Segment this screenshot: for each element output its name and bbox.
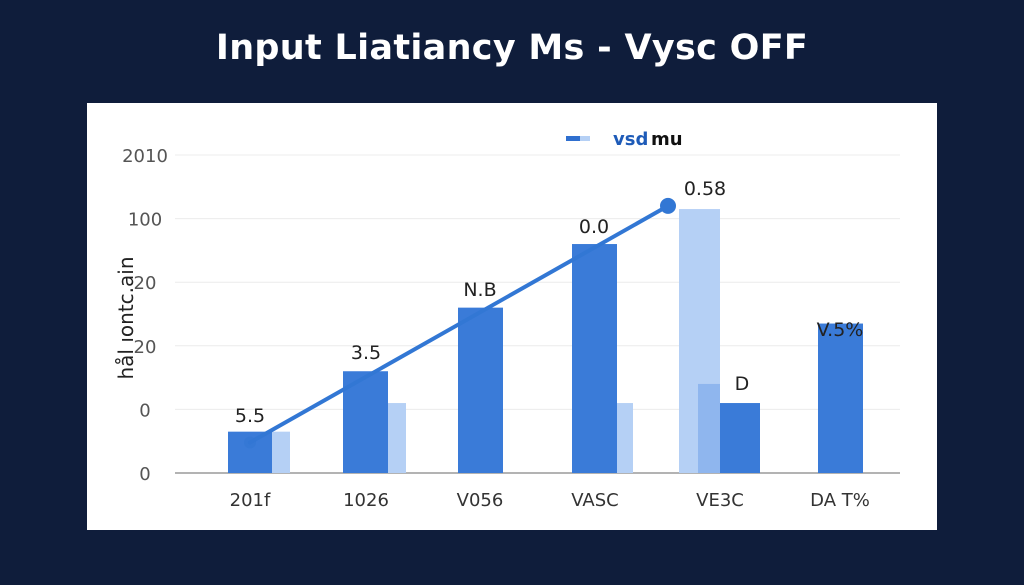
data-label: V.5% bbox=[817, 319, 864, 341]
x-tick-label: VASC bbox=[571, 490, 618, 511]
x-tick-label: VE3C bbox=[696, 490, 744, 511]
chart-title: Input Liatiancy Ms - Vysc OFF bbox=[215, 28, 809, 68]
bar-dat-series0 bbox=[818, 323, 863, 473]
bar-vasc-series1 bbox=[617, 403, 633, 473]
y-tick-label: 0 bbox=[139, 464, 150, 485]
bar-ve3c-series0 bbox=[720, 403, 760, 473]
data-label: 3.5 bbox=[351, 342, 381, 364]
legend-swatch-light bbox=[580, 136, 590, 141]
legend-label-part2: mu bbox=[651, 129, 683, 150]
data-label: 5.5 bbox=[235, 405, 265, 427]
y-axis-label: hål ıontc.ain bbox=[114, 257, 138, 380]
legend-swatch-dark bbox=[566, 136, 580, 141]
bar-201f-series1 bbox=[272, 431, 290, 473]
trend-line-start-point bbox=[244, 436, 256, 449]
y-tick-label: 100 bbox=[128, 210, 162, 231]
legend-label-part1: vsd bbox=[613, 129, 648, 150]
data-label: 0.0 bbox=[579, 216, 609, 238]
bar-vasc-series0 bbox=[572, 244, 617, 473]
bar-ve3c-series2 bbox=[698, 383, 720, 473]
y-tick-label: 20 bbox=[134, 337, 157, 358]
x-tick-label: 1026 bbox=[343, 490, 389, 511]
trend-line-end-point bbox=[660, 197, 676, 214]
x-tick-label: V056 bbox=[457, 490, 504, 511]
y-tick-label: 20 bbox=[134, 273, 157, 294]
bar-1026-series1 bbox=[388, 403, 406, 473]
bar-1026-series0 bbox=[343, 371, 388, 473]
y-tick-label: 2010 bbox=[122, 146, 168, 167]
data-label: N.B bbox=[463, 279, 496, 301]
trend-line bbox=[248, 203, 670, 445]
x-tick-label: DA T% bbox=[810, 490, 870, 511]
x-tick-label: 201f bbox=[230, 490, 271, 511]
data-label: 0.58 bbox=[684, 178, 726, 200]
y-tick-label: 0 bbox=[139, 400, 150, 421]
data-label: D bbox=[735, 373, 750, 395]
bar-v056-series0 bbox=[458, 307, 503, 473]
